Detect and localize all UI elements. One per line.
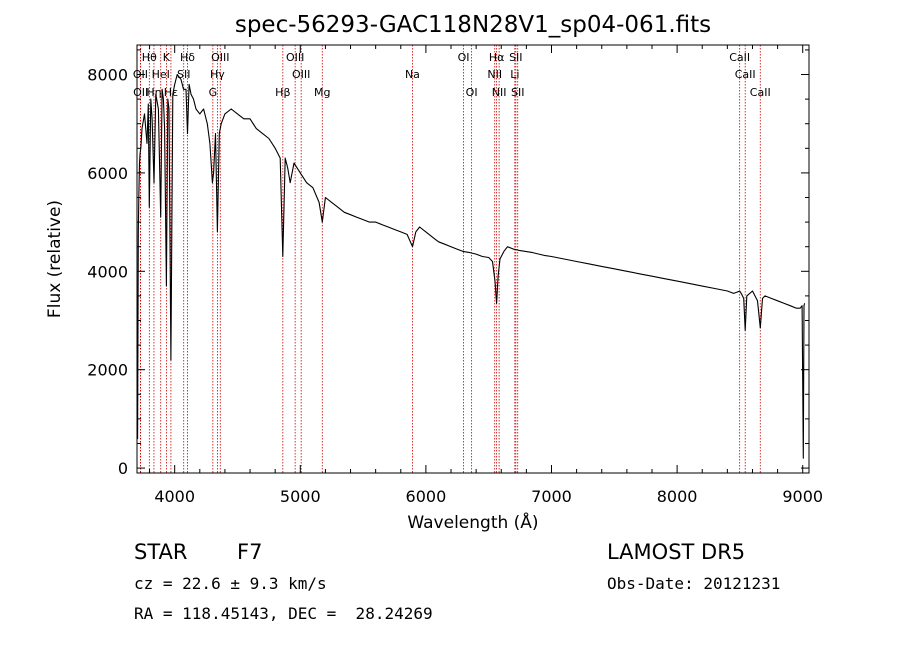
spectral-line-label: Li [510, 68, 519, 81]
x-axis-label: Wavelength (Å) [407, 511, 538, 533]
y-tick-label: 4000 [87, 262, 128, 281]
spectral-line-label: SII [177, 68, 190, 81]
y-axis-label: Flux (relative) [45, 200, 65, 318]
spectral-line-markers [139, 45, 761, 473]
object-class: STAR [134, 540, 188, 564]
plot-frame [136, 44, 810, 474]
x-tick-label: 9000 [782, 487, 823, 506]
spectral-line-label: CaII [735, 68, 756, 81]
redshift-velocity: cz = 22.6 ± 9.3 km/s [134, 574, 327, 593]
observation-date: Obs-Date: 20121231 [607, 574, 781, 593]
spectral-line-label: HeI [152, 68, 170, 81]
x-tick-label: 7000 [531, 487, 572, 506]
spectral-line-label: OIII [211, 51, 229, 64]
y-tick-label: 2000 [87, 361, 128, 380]
spectral-line-label: Hε [164, 86, 178, 99]
object-subclass: F7 [237, 540, 263, 564]
spectral-line-label: OI [466, 86, 478, 99]
coordinates: RA = 118.45143, DEC = 28.24269 [134, 604, 433, 623]
spectral-line-label: SII [511, 86, 524, 99]
spectral-line-label: SII [509, 51, 522, 64]
spectral-line-label: NII [492, 86, 507, 99]
spectral-line-label: OI [458, 51, 470, 64]
spectral-line-label: G [209, 86, 218, 99]
x-tick-label: 8000 [657, 487, 698, 506]
y-tick-label: 0 [118, 459, 128, 478]
y-tick-label: 8000 [87, 66, 128, 85]
spectral-line-label: Hα [489, 51, 505, 64]
spectral-line-label: CaII [729, 51, 750, 64]
spectral-line-label: NII [487, 68, 502, 81]
chart-title: spec-56293-GAC118N28V1_sp04-061.fits [235, 12, 711, 38]
x-tick-label: 5000 [280, 487, 321, 506]
survey-name: LAMOST DR5 [607, 540, 746, 564]
spectral-line-label: K [163, 51, 171, 64]
spectral-line-label: OIII [286, 51, 304, 64]
spectral-line-label: Mg [314, 86, 330, 99]
spectral-line-label: Hη [146, 86, 161, 99]
spectral-line-label: Hθ [142, 51, 157, 64]
x-tick-label: 4000 [154, 487, 195, 506]
spectral-line-label: OIII [292, 68, 310, 81]
x-axis-ticks: 4000 5000 6000 7000 8000 9000 [149, 45, 823, 506]
spectrum-line [136, 73, 806, 459]
x-tick-label: 6000 [406, 487, 447, 506]
spectral-line-label: Hβ [275, 86, 290, 99]
spectral-line-label: Na [405, 68, 420, 81]
spectral-line-label: Hγ [210, 68, 225, 81]
spectral-line-label: Hδ [180, 51, 195, 64]
y-axis-ticks: 0 2000 4000 6000 8000 [87, 49, 809, 478]
y-tick-label: 6000 [87, 164, 128, 183]
spectral-line-label: CaII [750, 86, 771, 99]
